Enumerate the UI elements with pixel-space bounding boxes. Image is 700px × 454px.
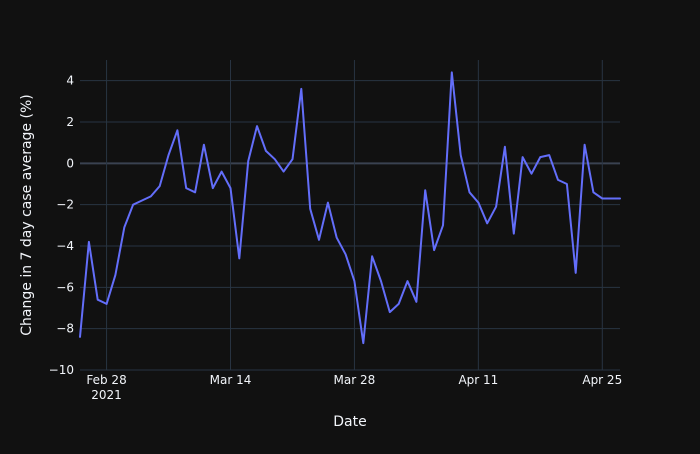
series: [79, 71, 621, 345]
x-tick-label: Apr 11: [458, 373, 498, 387]
y-tick-label: 4: [66, 74, 74, 88]
y-tick-label: 0: [66, 156, 74, 170]
y-tick-label: −2: [56, 198, 74, 212]
x-tick-label: Apr 25: [582, 373, 622, 387]
y-tick-label: −8: [56, 322, 74, 336]
y-tick-label: −4: [56, 239, 74, 253]
y-tick-label: 2: [66, 115, 74, 129]
y-axis-title: Change in 7 day case average (%): [19, 94, 35, 335]
series-line: [79, 71, 621, 345]
gridlines: [80, 60, 620, 371]
x-axis-title: Date: [333, 414, 366, 430]
x-tick-label: Mar 28: [334, 373, 376, 387]
x-tick-label: Feb 28: [86, 373, 126, 387]
y-tick-label: −6: [56, 280, 74, 294]
x-tick-label: Mar 14: [210, 373, 252, 387]
x-tick-sublabel: 2021: [91, 388, 122, 402]
y-tick-label: −10: [49, 363, 74, 377]
